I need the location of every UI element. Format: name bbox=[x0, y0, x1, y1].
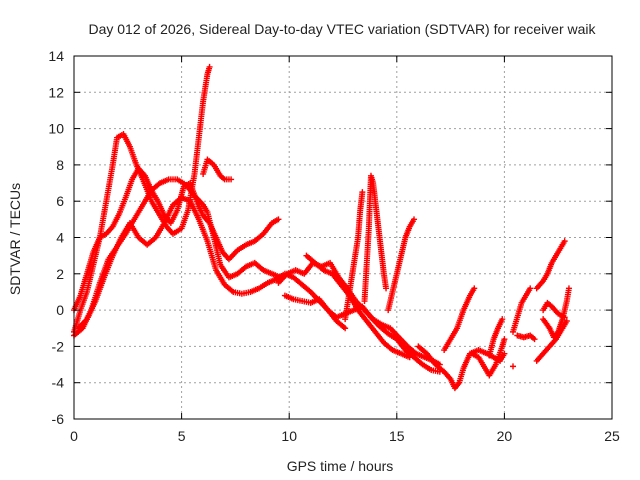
x-tick-label: 5 bbox=[178, 428, 186, 444]
data-point bbox=[561, 314, 568, 321]
data-point bbox=[228, 176, 235, 183]
data-point bbox=[565, 285, 572, 292]
data-marks bbox=[71, 63, 572, 392]
data-point bbox=[471, 285, 478, 292]
data-point bbox=[561, 238, 568, 245]
y-tick-label: 4 bbox=[56, 230, 64, 246]
data-point bbox=[499, 316, 506, 323]
y-tick-label: 8 bbox=[56, 157, 64, 173]
x-tick-label: 0 bbox=[70, 428, 78, 444]
x-axis-title: GPS time / hours bbox=[287, 458, 394, 474]
chart-title: Day 012 of 2026, Sidereal Day-to-day VTE… bbox=[88, 21, 596, 37]
y-tick-label: -4 bbox=[52, 375, 65, 391]
data-point bbox=[342, 325, 349, 332]
y-tick-label: 14 bbox=[48, 48, 64, 64]
data-point bbox=[206, 63, 213, 70]
x-tick-label: 25 bbox=[604, 428, 620, 444]
y-tick-label: 2 bbox=[56, 266, 64, 282]
data-point bbox=[383, 285, 390, 292]
x-tick-label: 10 bbox=[281, 428, 297, 444]
data-point bbox=[359, 189, 366, 196]
y-tick-label: 12 bbox=[48, 84, 64, 100]
data-point bbox=[501, 350, 508, 357]
grid bbox=[74, 56, 612, 419]
y-tick-label: -6 bbox=[52, 411, 65, 427]
data-point bbox=[406, 354, 413, 361]
x-tick-label: 20 bbox=[497, 428, 513, 444]
data-point bbox=[411, 216, 418, 223]
data-point bbox=[510, 363, 517, 370]
axis-ticks: 0 5 10 15 20 25 -6 -4 -2 0 2 4 6 8 10 12 14 bbox=[48, 48, 620, 444]
y-tick-label: 6 bbox=[56, 193, 64, 209]
data-point bbox=[531, 336, 538, 343]
x-tick-label: 15 bbox=[389, 428, 405, 444]
data-point bbox=[501, 336, 508, 343]
y-tick-label: 10 bbox=[48, 121, 64, 137]
data-point bbox=[527, 285, 534, 292]
y-tick-label: -2 bbox=[52, 338, 65, 354]
y-tick-label: 0 bbox=[56, 302, 64, 318]
data-point bbox=[275, 216, 282, 223]
y-axis-title: SDTVAR / TECUs bbox=[7, 183, 23, 295]
